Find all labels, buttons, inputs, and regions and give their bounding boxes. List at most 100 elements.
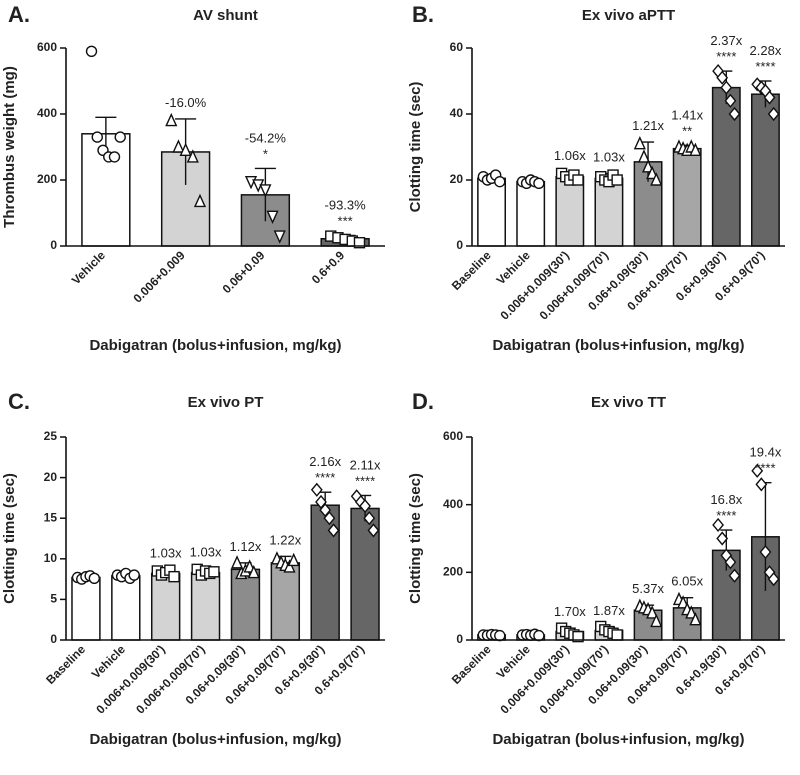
y-tick-label: 5 [50,592,57,606]
x-tick-label: 0.006+0.009(30') [93,642,167,716]
x-tick-label: 0.006+0.009(70') [537,248,611,322]
data-point [287,552,300,567]
data-point [755,477,768,492]
y-tick-label: 600 [443,429,463,443]
data-point [728,106,741,122]
annotation: -54.2% [245,130,287,145]
data-point [283,559,296,573]
bar [516,180,546,247]
y-tick-label: 200 [37,172,57,186]
bar [71,576,101,641]
data-point [259,184,272,198]
annotation: -16.0% [165,95,207,110]
data-point [572,630,584,643]
data-point [367,523,380,538]
data-point [165,112,178,127]
data-point [91,131,103,143]
y-tick-label: 20 [450,172,464,186]
x-tick-label: Vehicle [494,248,533,287]
y-tick-label: 0 [50,238,57,252]
x-axis-title: Dabigatran (bolus+infusion, mg/kg) [89,731,341,748]
data-point [650,613,663,628]
x-tick-label: Baseline [449,642,494,687]
data-point [108,151,121,163]
data-point [85,45,98,57]
y-tick-label: 600 [37,40,57,54]
y-axis-title: Clotting time (sec) [407,473,424,604]
x-tick-label: Vehicle [69,248,108,287]
data-point [646,165,659,180]
annotation: 1.70x [554,604,586,619]
data-point [179,142,192,157]
data-point [676,595,690,609]
significance: **** [315,470,335,485]
x-axis-title: Dabigatran (bolus+infusion, mg/kg) [89,337,341,354]
annotation: -93.3% [325,197,367,212]
data-point [751,463,764,478]
y-tick-label: 200 [443,565,463,579]
data-point [230,555,244,569]
panel-label: A. [8,2,30,27]
significance: **** [355,473,375,488]
y-tick-label: 15 [44,510,58,524]
data-point [114,131,126,143]
x-tick-label: 0.006+0.009(70') [133,642,207,716]
annotation: 2.16x [309,454,341,469]
y-tick-label: 40 [450,106,464,120]
x-tick-label: 0.006+0.009(70') [537,642,611,716]
data-point [767,106,780,122]
y-tick-label: 60 [450,40,464,54]
y-tick-label: 0 [456,238,463,252]
data-point [637,149,651,163]
panel-label: D. [412,389,434,414]
data-point [273,230,286,244]
y-tick-label: 400 [37,106,57,120]
data-point [353,236,366,249]
data-point [720,80,733,95]
annotation: 1.12x [230,539,262,554]
data-point [128,569,140,581]
data-point [712,517,725,533]
data-point [716,531,729,546]
x-axis-title: Dabigatran (bolus+infusion, mg/kg) [492,337,744,354]
data-point [315,494,327,510]
significance: **** [716,49,736,64]
data-point [494,629,506,642]
bar [555,175,585,247]
data-point [572,174,584,186]
data-point [494,175,506,188]
data-point [716,70,729,85]
chart-title: Ex vivo PT [188,394,264,411]
x-tick-label: 0.006+0.009 [130,248,188,306]
data-point [533,177,545,190]
y-tick-label: 10 [44,551,58,565]
significance: *** [338,213,353,228]
data-point [193,193,207,208]
panel-label: C. [8,389,30,414]
data-point [689,612,702,626]
data-point [533,629,545,642]
significance: **** [755,461,775,476]
data-point [767,572,780,587]
bar [150,572,181,641]
x-tick-label: Baseline [449,248,494,293]
data-point [247,564,260,579]
annotation: 1.03x [150,545,182,560]
data-point [359,498,371,514]
data-point [685,605,698,619]
data-point [168,570,180,583]
data-point [724,93,737,108]
significance: **** [716,508,736,523]
annotation: 1.03x [593,149,625,164]
significance: ** [682,123,692,138]
annotation: 2.11x [350,457,381,472]
y-tick-label: 20 [44,470,58,484]
data-point [208,566,220,578]
data-point [266,210,279,224]
data-point [88,572,101,584]
chart-title: AV shunt [193,7,258,24]
x-tick-label: 0.6+0.9 [309,248,348,287]
annotation: 2.37x [710,33,742,48]
y-tick-label: 0 [456,632,463,646]
